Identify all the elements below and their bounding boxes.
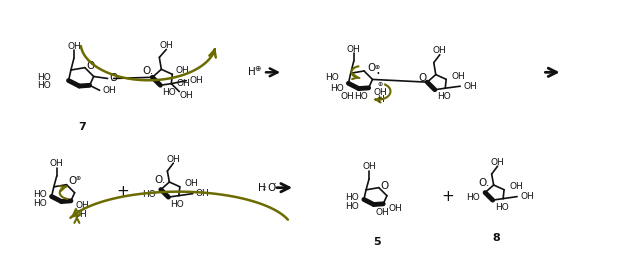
Text: O: O: [87, 61, 95, 71]
Text: OH: OH: [67, 42, 81, 51]
Text: 5: 5: [373, 238, 381, 247]
Text: H: H: [258, 183, 266, 193]
Text: HO: HO: [437, 92, 450, 101]
Text: OH: OH: [159, 41, 173, 50]
Text: +: +: [442, 189, 454, 204]
Text: OH: OH: [433, 46, 447, 55]
Text: OH: OH: [374, 88, 388, 97]
Text: OH: OH: [176, 79, 190, 88]
Text: O.: O.: [419, 73, 430, 83]
Text: OH: OH: [347, 45, 361, 54]
Text: HO: HO: [494, 203, 508, 212]
Text: H: H: [378, 95, 384, 104]
Text: O: O: [367, 63, 375, 73]
Text: O: O: [109, 74, 118, 83]
Text: OH: OH: [362, 162, 376, 171]
Text: HO: HO: [142, 190, 156, 199]
Text: ·: ·: [376, 67, 380, 82]
Text: HO: HO: [325, 73, 339, 82]
Text: ⊕: ⊕: [75, 176, 81, 181]
Text: OH: OH: [451, 72, 465, 81]
Text: OH: OH: [376, 208, 389, 217]
Text: HO: HO: [37, 73, 50, 82]
Text: ⊕: ⊕: [374, 66, 379, 70]
Text: HO: HO: [345, 193, 359, 202]
Text: HO: HO: [162, 88, 176, 97]
Text: HO: HO: [170, 200, 184, 208]
Text: OH: OH: [388, 204, 402, 213]
Text: O: O: [381, 181, 389, 191]
Text: OH: OH: [50, 160, 63, 168]
Text: ₂: ₂: [263, 183, 266, 192]
Text: HO: HO: [345, 202, 359, 211]
Text: OH: OH: [179, 91, 193, 100]
Text: O: O: [267, 183, 276, 193]
Text: ··: ··: [109, 77, 114, 86]
Text: O.: O.: [478, 178, 490, 188]
Text: OH: OH: [491, 158, 504, 167]
Text: 8: 8: [493, 233, 501, 243]
Text: OH: OH: [340, 92, 354, 101]
Text: H: H: [248, 67, 256, 77]
Text: OH: OH: [463, 82, 477, 91]
Text: OH: OH: [167, 155, 180, 164]
Text: +: +: [116, 184, 129, 199]
Text: OH: OH: [185, 179, 198, 188]
Text: ⊕: ⊕: [378, 82, 383, 87]
Text: O: O: [68, 176, 77, 186]
Text: OH: OH: [189, 76, 203, 85]
Text: OH: OH: [74, 210, 88, 219]
Text: OH: OH: [175, 66, 189, 75]
Text: ··: ··: [272, 180, 277, 189]
Text: 7: 7: [78, 122, 86, 132]
Text: HO: HO: [466, 193, 480, 202]
Text: OH: OH: [509, 182, 523, 191]
Text: HO: HO: [33, 199, 47, 208]
Text: OH: OH: [103, 86, 116, 95]
Text: HO: HO: [330, 84, 343, 93]
Text: OH: OH: [520, 192, 534, 201]
Text: ⊕: ⊕: [254, 64, 261, 73]
Text: OH: OH: [76, 201, 90, 210]
Text: O.: O.: [154, 175, 165, 185]
Text: HO: HO: [354, 92, 368, 101]
Text: O.: O.: [142, 66, 154, 76]
Text: OH: OH: [196, 189, 210, 198]
Text: HO: HO: [37, 81, 50, 90]
Text: HO: HO: [33, 190, 47, 199]
